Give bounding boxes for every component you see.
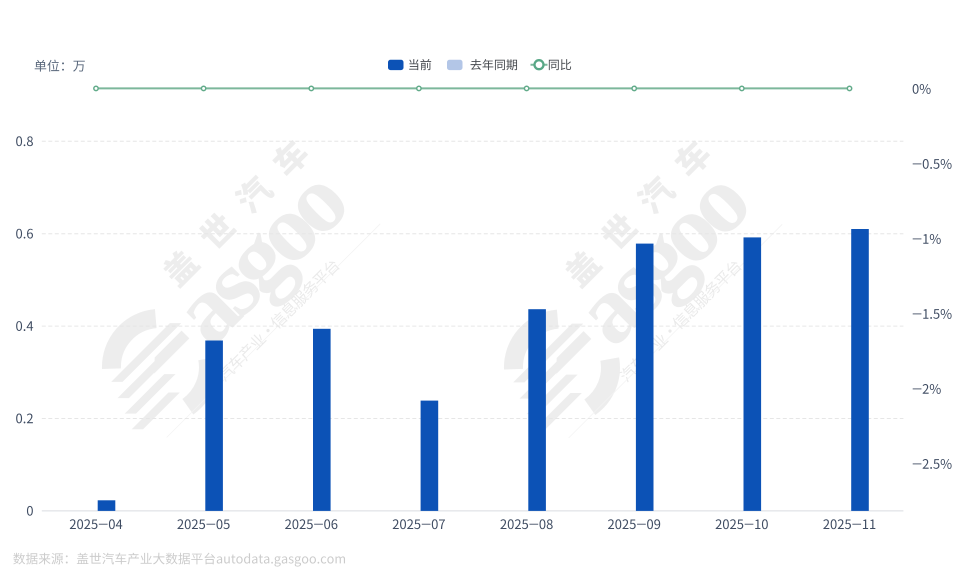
svg-text:asgoo: asgoo [150, 148, 366, 364]
svg-text:asgoo: asgoo [552, 148, 768, 364]
